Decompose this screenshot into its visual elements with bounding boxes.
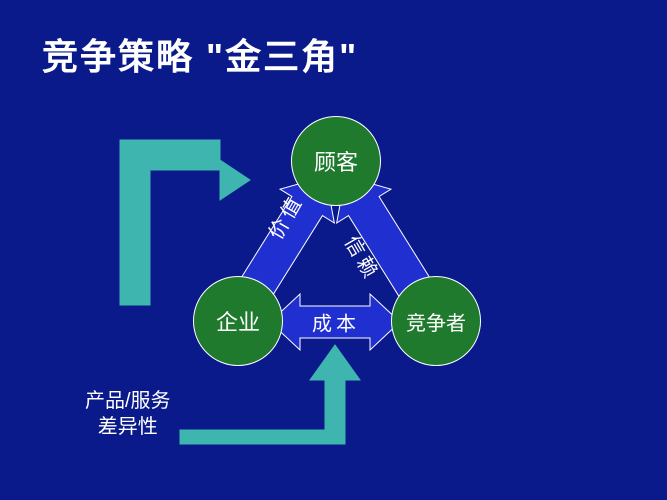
node-competitor: 竞争者 (391, 276, 481, 366)
slide: 竞争策略 "金三角" (0, 0, 667, 500)
external-label: 产品/服务 差异性 (85, 388, 171, 440)
page-title: 竞争策略 "金三角" (42, 28, 358, 80)
node-company: 企业 (193, 276, 283, 366)
node-company-label: 企业 (216, 305, 260, 337)
node-competitor-label: 竞争者 (406, 307, 466, 336)
teal-connector (180, 430, 345, 444)
external-label-line1: 产品/服务 (85, 388, 171, 414)
node-customer-label: 顾客 (314, 145, 358, 177)
trust-arrow-label: 信赖 (339, 230, 388, 286)
cost-arrow-label: 成本 (312, 308, 360, 337)
value-arrow-label: 价值 (260, 188, 309, 244)
external-label-line2: 差异性 (85, 414, 171, 440)
teal-up-arrow (310, 345, 360, 440)
node-customer: 顾客 (291, 116, 381, 206)
